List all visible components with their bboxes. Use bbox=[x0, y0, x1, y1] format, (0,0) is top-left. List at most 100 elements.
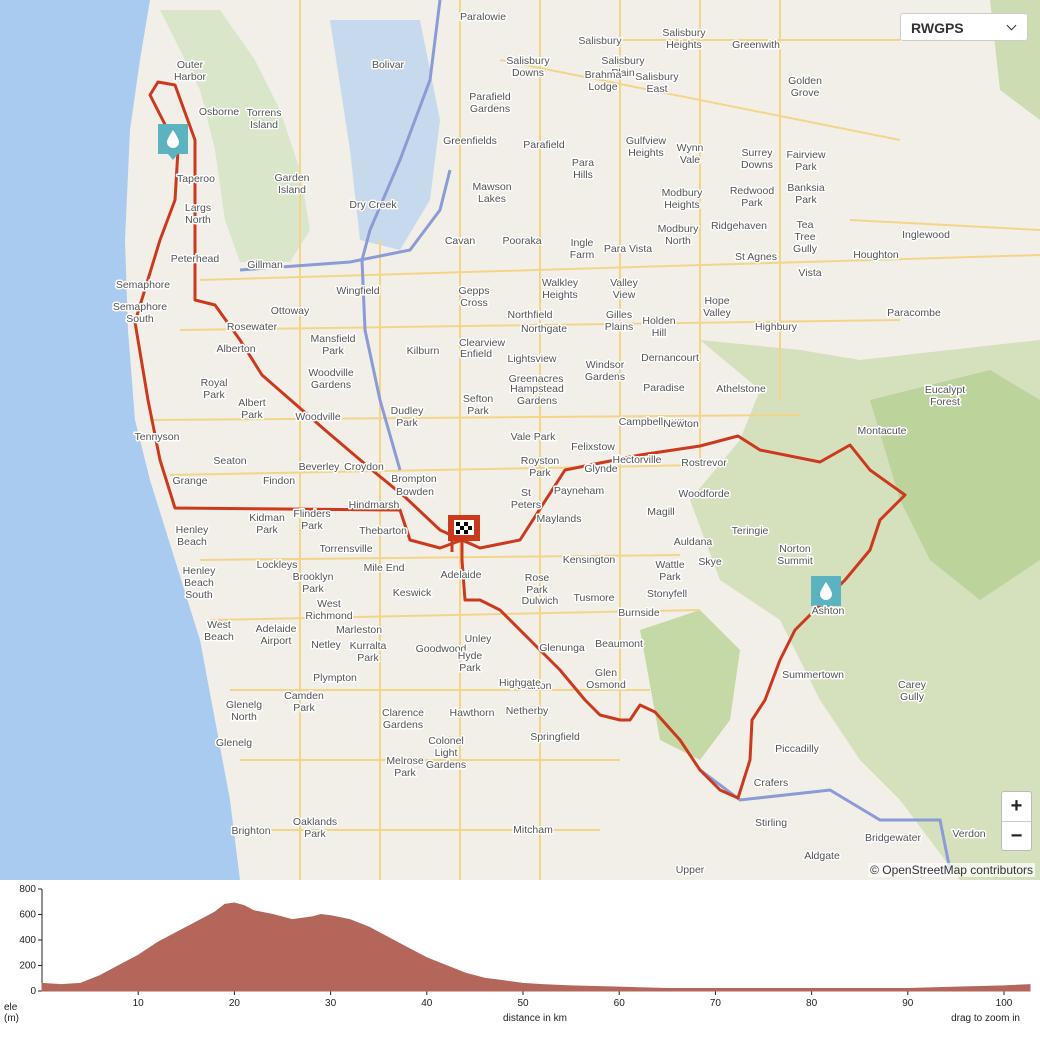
place-label: Osborne bbox=[199, 106, 239, 118]
place-label: Gulfview Heights bbox=[626, 135, 667, 159]
place-label: Garden Island bbox=[274, 172, 309, 196]
zoom-out[interactable]: − bbox=[1010, 825, 1023, 847]
place-label: Dulwich bbox=[522, 595, 559, 607]
place-label: Clarence Gardens bbox=[382, 707, 424, 731]
place-label: Paracombe bbox=[887, 307, 941, 319]
place-label: Skye bbox=[698, 556, 722, 568]
place-label: Oaklands Park bbox=[293, 816, 337, 840]
place-label: Wingfield bbox=[336, 285, 379, 297]
place-label: Beaumont bbox=[595, 638, 643, 650]
place-label: Lockleys bbox=[257, 559, 298, 571]
place-label: West Beach bbox=[204, 619, 234, 643]
place-label: Salisbury bbox=[578, 35, 622, 47]
place-label: Glenelg bbox=[216, 737, 252, 749]
place-label: Modbury North bbox=[658, 223, 700, 247]
place-label: Ashton bbox=[812, 605, 845, 617]
x-tick-label: 80 bbox=[806, 998, 818, 1009]
place-label: Unley bbox=[465, 633, 493, 645]
place-label: Torrens Island bbox=[246, 107, 281, 131]
y-tick-label: 200 bbox=[19, 961, 36, 972]
place-label: Inglewood bbox=[902, 229, 950, 241]
place-label: Lightsview bbox=[507, 353, 556, 365]
place-label: Crafers bbox=[754, 777, 788, 789]
map[interactable]: Paralowie Salisbury Salisbury Heights Greenw… bbox=[0, 0, 1040, 880]
place-label: Enfield bbox=[460, 348, 492, 360]
peninsula bbox=[160, 10, 310, 262]
place-label: Wattle Park bbox=[655, 559, 685, 583]
x-tick-label: 10 bbox=[133, 998, 145, 1009]
place-label: Greenacres bbox=[509, 373, 564, 385]
place-label: Brahma Lodge bbox=[585, 69, 622, 93]
place-label: Glenunga bbox=[539, 642, 585, 654]
elevation-chart[interactable]: ele (m) distance in km drag to zoom in 0… bbox=[0, 880, 1040, 1042]
place-label: Largs North bbox=[185, 202, 211, 226]
y-tick-label: 600 bbox=[19, 910, 36, 921]
place-label: Albert Park bbox=[238, 397, 266, 421]
place-label: Walkley Heights bbox=[542, 277, 579, 301]
place-label: Paralowie bbox=[460, 11, 506, 23]
place-label: Semaphore bbox=[116, 279, 170, 291]
y-tick-label: 0 bbox=[30, 986, 36, 997]
x-tick-label: 50 bbox=[517, 998, 529, 1009]
place-label: Auldana bbox=[674, 536, 713, 548]
place-label: Salisbury Heights bbox=[662, 27, 706, 51]
place-label: Peterhead bbox=[171, 253, 220, 265]
place-label: Ridgehaven bbox=[711, 220, 767, 232]
place-label: Rosewater bbox=[227, 321, 278, 333]
x-tick-label: 100 bbox=[996, 998, 1013, 1009]
place-label: Croydon bbox=[344, 461, 384, 473]
place-label: Ottoway bbox=[271, 305, 310, 317]
place-label: Woodville bbox=[295, 411, 340, 423]
place-label: Goodwood bbox=[416, 643, 467, 655]
place-label: St Peters bbox=[511, 487, 541, 511]
y-tick-label: 800 bbox=[19, 884, 36, 895]
x-tick-label: 30 bbox=[325, 998, 337, 1009]
place-label: Magill bbox=[647, 506, 674, 518]
place-label: Salisbury Plain bbox=[601, 55, 645, 79]
place-label: Netherby bbox=[506, 705, 549, 717]
place-label: Camden Park bbox=[284, 690, 324, 714]
place-label: Kurralta Park bbox=[350, 640, 387, 664]
place-label: Keswick bbox=[393, 587, 432, 599]
place-label: Hindmarsh bbox=[349, 499, 400, 511]
x-tick-label: 90 bbox=[902, 998, 914, 1009]
zoom-in[interactable]: + bbox=[1002, 792, 1031, 822]
water-marker[interactable] bbox=[811, 576, 841, 612]
attribution: © OpenStreetMap contributors bbox=[868, 863, 1035, 877]
place-label: Tea Tree Gully bbox=[793, 219, 818, 255]
place-label: Holden Hill bbox=[642, 315, 675, 339]
place-label: Netley bbox=[311, 639, 342, 651]
place-label: Teringie bbox=[732, 525, 769, 537]
place-label: Flinders Park bbox=[293, 508, 330, 532]
place-label: Golden Grove bbox=[788, 75, 822, 99]
sea bbox=[0, 0, 240, 880]
place-label: Glenelg North bbox=[226, 699, 262, 723]
place-label: Melrose Park bbox=[386, 755, 424, 779]
place-label: St Agnes bbox=[735, 251, 777, 263]
zoom-control: + − bbox=[1001, 791, 1032, 851]
place-label: Bowden bbox=[396, 486, 434, 498]
place-label: Colonel Light Gardens bbox=[426, 735, 466, 771]
place-label: Payneham bbox=[554, 485, 604, 497]
place-label: Vista bbox=[798, 267, 821, 279]
place-label: Eucalypt Forest bbox=[925, 384, 965, 408]
place-label: Highgate bbox=[499, 677, 541, 689]
place-label: Mile End bbox=[364, 562, 405, 574]
place-label: Tusmore bbox=[573, 592, 614, 604]
place-label: Findon bbox=[263, 475, 295, 487]
place-label: Para Vista bbox=[604, 243, 652, 255]
finish-marker[interactable] bbox=[448, 515, 480, 552]
place-label: Stonyfell bbox=[647, 588, 687, 600]
water-marker[interactable] bbox=[158, 124, 188, 160]
place-label: Gepps Cross bbox=[459, 285, 490, 309]
roads bbox=[149, 0, 1040, 880]
layer-select[interactable]: RWGPS bbox=[900, 13, 1028, 41]
place-label: Glynde bbox=[584, 463, 617, 475]
place-label: Kidman Park bbox=[249, 512, 285, 536]
place-label: Gillman bbox=[247, 259, 283, 271]
place-label: Dry Creek bbox=[349, 199, 397, 211]
place-label: Marleston bbox=[336, 624, 382, 636]
place-label: Mitcham bbox=[513, 824, 553, 836]
place-label: Hope Valley bbox=[703, 295, 732, 319]
place-label: Pooraka bbox=[502, 235, 541, 247]
